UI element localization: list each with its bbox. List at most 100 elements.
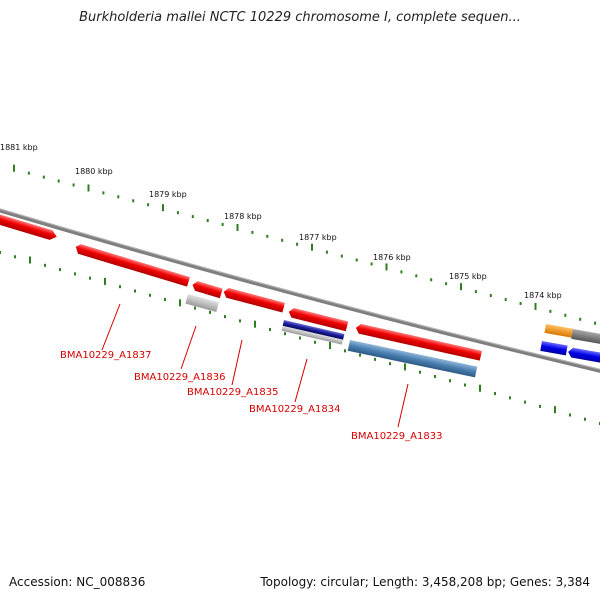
gene-label[interactable]: BMA10229_A1837 (60, 350, 151, 361)
minor-tick (191, 215, 194, 219)
minor-tick (359, 353, 361, 357)
major-tick (311, 243, 313, 251)
major-tick (87, 184, 90, 192)
kbp-label: 1880 kbp (75, 167, 113, 176)
minor-tick (89, 276, 91, 280)
gene-feature[interactable] (191, 280, 223, 299)
gene-label[interactable]: BMA10229_A1835 (187, 387, 278, 398)
minor-tick (59, 268, 61, 272)
minor-tick (42, 175, 45, 179)
minor-tick (389, 362, 391, 366)
minor-tick (72, 183, 75, 187)
minor-tick (149, 293, 151, 297)
minor-tick (445, 282, 448, 286)
minor-tick (74, 272, 76, 276)
gene-label-leader (180, 325, 197, 370)
minor-tick (266, 234, 269, 238)
gene-label-leader (294, 358, 308, 403)
minor-tick (579, 317, 582, 321)
minor-tick (0, 251, 1, 254)
kbp-label: 1877 kbp (299, 233, 337, 242)
gene-label[interactable]: BMA10229_A1834 (249, 404, 340, 415)
minor-tick (27, 171, 30, 175)
major-tick (254, 320, 256, 328)
minor-tick (594, 321, 597, 325)
minor-tick (340, 254, 343, 258)
gene-feature-bma10229-a1837[interactable] (74, 243, 190, 287)
gene-feature[interactable] (567, 347, 600, 364)
major-tick (236, 223, 239, 231)
minor-tick (314, 340, 316, 344)
minor-tick (57, 179, 60, 183)
minor-tick (281, 238, 284, 242)
minor-tick (44, 263, 46, 267)
minor-tick (509, 396, 511, 400)
major-tick (460, 283, 462, 291)
minor-tick (564, 313, 567, 317)
minor-tick (102, 191, 105, 195)
minor-tick (194, 306, 196, 310)
major-tick (404, 363, 406, 371)
minor-tick (325, 250, 328, 254)
map-title: Burkholderia mallei NCTC 10229 chromosom… (79, 10, 521, 25)
minor-tick (430, 278, 433, 282)
minor-tick (117, 195, 120, 199)
major-tick (554, 406, 556, 414)
minor-tick (132, 199, 135, 203)
major-tick (179, 299, 181, 307)
minor-tick (355, 258, 358, 262)
kbp-tick-track-upper (13, 164, 597, 325)
minor-tick (569, 413, 571, 417)
major-tick (479, 384, 481, 392)
minor-tick (415, 274, 418, 278)
kbp-tick-track-lower (0, 251, 600, 425)
minor-tick (370, 262, 373, 266)
major-tick (104, 277, 106, 285)
minor-tick (164, 298, 166, 302)
chromosome-backbone-highlight (0, 208, 600, 370)
minor-tick (176, 211, 179, 215)
gene-feature-bma10229-a1835[interactable] (222, 287, 285, 313)
gene-feature-bma10229-a1833[interactable] (347, 340, 478, 378)
kbp-label: 1878 kbp (224, 212, 262, 221)
gene-feature[interactable] (355, 323, 482, 361)
minor-tick (299, 336, 301, 340)
minor-tick (206, 219, 209, 223)
minor-tick (539, 404, 541, 408)
gene-feature[interactable] (540, 341, 568, 356)
major-tick (534, 302, 537, 310)
minor-tick (449, 379, 451, 383)
major-tick (385, 263, 388, 271)
gene-feature[interactable] (571, 329, 600, 345)
minor-tick (119, 285, 121, 289)
minor-tick (344, 349, 346, 353)
minor-tick (519, 301, 522, 305)
gene-label[interactable]: BMA10229_A1836 (134, 372, 225, 383)
minor-tick (400, 270, 403, 274)
minor-tick (464, 383, 466, 387)
chromosome-backbone (0, 208, 600, 373)
gene-feature[interactable] (0, 213, 58, 242)
gene-feature[interactable] (288, 307, 349, 332)
major-tick (162, 204, 164, 212)
minor-tick (474, 290, 477, 294)
kbp-label: 1876 kbp (373, 253, 411, 262)
gene-feature-bma10229-a1836[interactable] (185, 294, 219, 312)
kbp-label: 1874 kbp (524, 291, 562, 300)
minor-tick (134, 289, 136, 293)
minor-tick (504, 298, 507, 302)
minor-tick (251, 230, 254, 234)
minor-tick (284, 332, 286, 336)
gene-feature[interactable] (544, 324, 574, 338)
minor-tick (221, 222, 224, 226)
minor-tick (269, 327, 271, 331)
minor-tick (374, 357, 376, 361)
minor-tick (14, 255, 16, 259)
gene-feature-bma10229-a1834[interactable] (281, 320, 345, 345)
gene-label-leader (397, 383, 409, 428)
minor-tick (489, 294, 492, 298)
gene-label[interactable]: BMA10229_A1833 (351, 431, 442, 442)
minor-tick (524, 400, 526, 404)
